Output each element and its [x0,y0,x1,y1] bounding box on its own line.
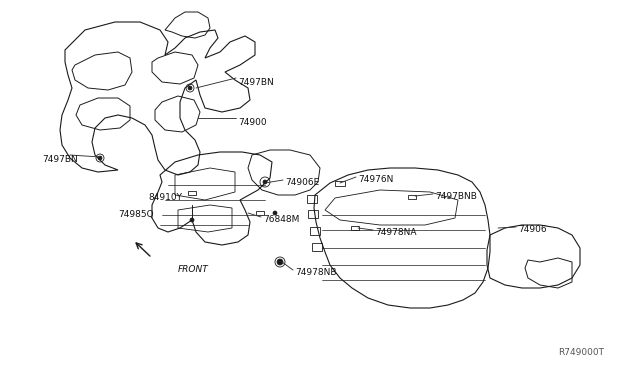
Text: 7497BNB: 7497BNB [435,192,477,201]
Circle shape [263,180,267,184]
Text: R749000T: R749000T [558,348,604,357]
Bar [310,227,320,235]
Text: 74906E: 74906E [285,178,319,187]
Circle shape [273,211,277,215]
Text: FRONT: FRONT [178,265,209,274]
Text: 7497BN: 7497BN [238,78,274,87]
Circle shape [98,156,102,160]
Bar [188,191,196,195]
Text: 74985Q: 74985Q [118,210,154,219]
Bar [308,210,318,218]
Text: 76848M: 76848M [263,215,300,224]
Circle shape [190,218,194,222]
Text: 84910Y: 84910Y [148,193,182,202]
Text: 74978NA: 74978NA [375,228,417,237]
Text: 7497BN: 7497BN [42,155,77,164]
Bar [335,181,345,186]
Text: 74976N: 74976N [358,175,394,184]
Text: 74900: 74900 [238,118,267,127]
Text: 74978NB: 74978NB [295,268,337,277]
Circle shape [277,259,283,265]
Bar [408,195,416,199]
Circle shape [188,86,192,90]
Text: 74906: 74906 [518,225,547,234]
Bar [256,211,264,215]
Bar [351,226,359,230]
Bar [312,243,322,251]
Bar [307,195,317,203]
